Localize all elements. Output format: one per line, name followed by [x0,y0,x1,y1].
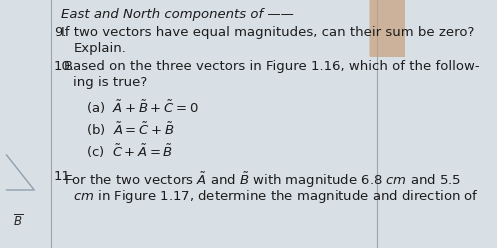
Text: Based on the three vectors in Figure 1.16, which of the follow-: Based on the three vectors in Figure 1.1… [65,60,480,73]
Text: $\overline{B}$: $\overline{B}$ [13,214,23,230]
Text: (b)  $\tilde{A}=\tilde{C}+\tilde{B}$: (b) $\tilde{A}=\tilde{C}+\tilde{B}$ [85,120,174,137]
Text: Explain.: Explain. [74,42,126,55]
Text: East and North components of ——: East and North components of —— [61,8,294,21]
Text: 9.: 9. [54,26,66,39]
FancyBboxPatch shape [369,0,407,57]
Text: (a)  $\tilde{A}+\tilde{B}+\tilde{C}=0$: (a) $\tilde{A}+\tilde{B}+\tilde{C}=0$ [85,98,198,116]
Text: 11.: 11. [54,170,75,183]
Text: For the two vectors $\tilde{A}$ and $\tilde{B}$ with magnitude 6.8 $\it{cm}$ and: For the two vectors $\tilde{A}$ and $\ti… [65,170,462,189]
Text: 10.: 10. [54,60,75,73]
Text: $\it{cm}$ in Figure 1.17, determine the magnitude and direction of: $\it{cm}$ in Figure 1.17, determine the … [74,188,479,205]
Text: ing is true?: ing is true? [74,76,148,89]
Text: (c)  $\tilde{C}+\tilde{A}=\tilde{B}$: (c) $\tilde{C}+\tilde{A}=\tilde{B}$ [85,142,173,159]
Text: If two vectors have equal magnitudes, can their sum be zero?: If two vectors have equal magnitudes, ca… [61,26,475,39]
